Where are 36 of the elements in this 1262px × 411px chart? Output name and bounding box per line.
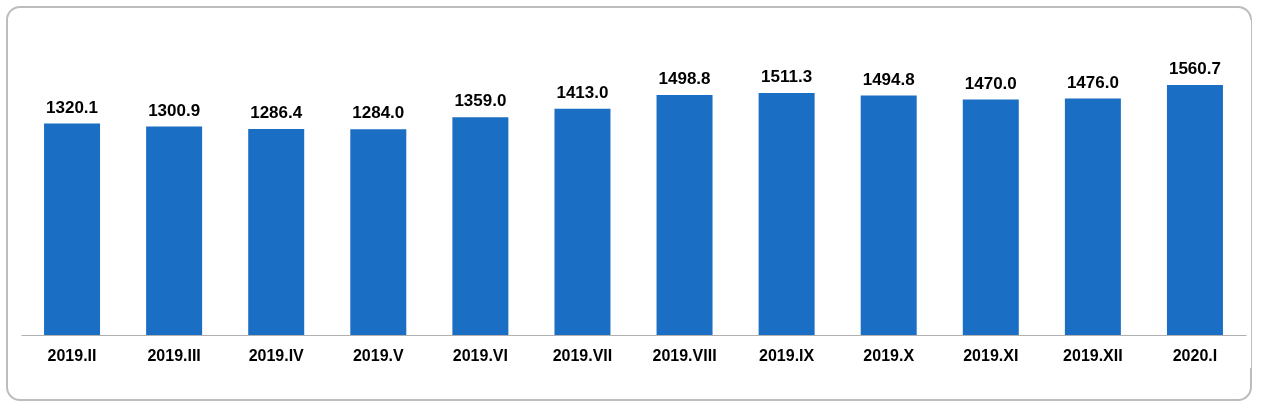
- bar: [452, 117, 509, 335]
- bar: [146, 126, 203, 335]
- x-tick-label: 2019.VII: [552, 346, 613, 364]
- data-label: 1470.0: [964, 73, 1017, 93]
- data-label: 1320.1: [46, 97, 99, 117]
- data-label: 1511.3: [761, 66, 813, 86]
- x-tick-label: 2019.VIII: [652, 346, 717, 364]
- bar: [758, 92, 815, 335]
- x-tick-label: 2019.IX: [759, 346, 815, 364]
- data-label: 1494.8: [862, 69, 915, 89]
- x-tick-label: 2019.XII: [1063, 346, 1123, 364]
- x-tick-label: 2019.IV: [248, 346, 305, 364]
- data-label: 1498.8: [658, 68, 711, 88]
- bar: [656, 94, 713, 335]
- bar: [350, 129, 407, 335]
- data-label: 1413.0: [556, 82, 609, 102]
- x-tick-label: 2019.V: [352, 346, 404, 364]
- x-tick-label: 2019.III: [147, 346, 201, 364]
- x-tick-label: 2019.X: [863, 346, 915, 364]
- x-tick-label: 2019.II: [47, 346, 97, 364]
- bar: [248, 128, 305, 335]
- bar: [44, 123, 101, 335]
- x-tick-label: 2019.XI: [963, 346, 1019, 364]
- bar: [962, 99, 1019, 335]
- data-label: 1359.0: [454, 91, 507, 111]
- data-label: 1286.4: [250, 102, 303, 122]
- bar: [554, 108, 611, 335]
- bar: [1064, 98, 1121, 335]
- bar: [860, 95, 917, 335]
- x-tick-label: 2019.VI: [452, 346, 508, 364]
- bar: [1166, 85, 1223, 335]
- data-label: 1300.9: [148, 100, 201, 120]
- data-label: 1476.0: [1066, 72, 1119, 92]
- x-tick-label: 2020.I: [1172, 346, 1218, 364]
- data-label: 1560.7: [1168, 59, 1221, 78]
- data-label: 1284.0: [352, 103, 405, 123]
